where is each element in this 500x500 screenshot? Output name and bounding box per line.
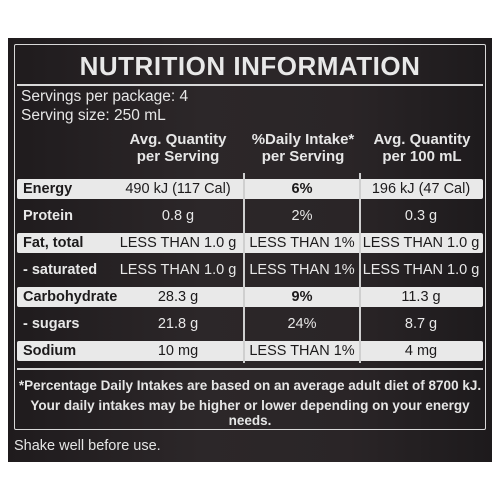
per-100ml-value: 11.3 g [401, 289, 441, 305]
per-serving-value: LESS THAN 1.0 g [119, 262, 237, 278]
per-serving-value: 28.3 g [157, 289, 199, 305]
nutrient-name: Protein [23, 208, 73, 224]
table-row: Carbohydrate 28.3 g 9% 11.3 g [17, 287, 483, 307]
column-header-daily-intake: %Daily Intake* per Serving [245, 131, 361, 165]
table-row: Energy 490 kJ (117 Cal) 6% 196 kJ (47 Cal) [17, 179, 483, 199]
daily-intake-value: 9% [291, 289, 313, 305]
nutrition-panel: NUTRITION INFORMATION Servings per packa… [14, 44, 486, 430]
column-header-line: per Serving [261, 148, 345, 165]
table-row: Sodium 10 mg LESS THAN 1% 4 mg [17, 341, 483, 361]
per-100ml-value: 0.3 g [404, 208, 438, 224]
table-row: - saturated LESS THAN 1.0 g LESS THAN 1% LE… [17, 260, 483, 280]
column-divider [243, 173, 245, 363]
daily-intake-value: 2% [291, 208, 313, 224]
title-divider [17, 84, 483, 86]
nutrient-name: Energy [23, 181, 73, 197]
servings-per-package: Servings per package: 4 [21, 88, 189, 105]
per-serving-value: 0.8 g [161, 208, 195, 224]
column-header-line: Avg. Quantity [373, 131, 471, 148]
column-header-per-serving: Avg. Quantity per Serving [111, 131, 245, 165]
nutrient-name: Carbohydrate [23, 289, 118, 305]
footnote-line: Your daily intakes may be higher or lowe… [30, 398, 470, 428]
daily-intake-value: LESS THAN 1% [249, 343, 355, 359]
daily-intake-value: 6% [291, 181, 313, 197]
daily-intake-value: LESS THAN 1% [249, 262, 355, 278]
column-header-line: %Daily Intake* [251, 131, 355, 148]
per-100ml-value: LESS THAN 1.0 g [362, 235, 480, 251]
footnote-line: *Percentage Daily Intakes are based on a… [18, 378, 482, 393]
table-row: Fat, total LESS THAN 1.0 g LESS THAN 1% LES… [17, 233, 483, 253]
column-divider [359, 173, 361, 363]
daily-intake-value: LESS THAN 1% [249, 235, 355, 251]
serving-size: Serving size: 250 mL [21, 107, 166, 124]
table-row: - sugars 21.8 g 24% 8.7 g [17, 314, 483, 334]
column-header-line: Avg. Quantity [129, 131, 227, 148]
panel-title: NUTRITION INFORMATION [79, 51, 421, 81]
per-100ml-value: 196 kJ (47 Cal) [371, 181, 471, 197]
nutrient-name: - sugars [23, 316, 80, 332]
footnote-divider [17, 368, 483, 370]
nutrient-name: Sodium [23, 343, 77, 359]
nutrient-name: - saturated [23, 262, 98, 278]
column-header-per-100ml: Avg. Quantity per 100 mL [361, 131, 483, 165]
column-header-line: per 100 mL [382, 148, 462, 165]
per-100ml-value: 4 mg [404, 343, 438, 359]
per-serving-value: 21.8 g [157, 316, 199, 332]
per-100ml-value: LESS THAN 1.0 g [362, 262, 480, 278]
per-serving-value: LESS THAN 1.0 g [119, 235, 237, 251]
daily-intake-value: 24% [287, 316, 317, 332]
per-100ml-value: 8.7 g [404, 316, 438, 332]
per-serving-value: 10 mg [157, 343, 199, 359]
column-header-line: per Serving [136, 148, 220, 165]
shake-instruction: Shake well before use. [14, 438, 161, 454]
nutrient-name: Fat, total [23, 235, 84, 251]
per-serving-value: 490 kJ (117 Cal) [125, 181, 231, 197]
table-row: Protein 0.8 g 2% 0.3 g [17, 206, 483, 226]
